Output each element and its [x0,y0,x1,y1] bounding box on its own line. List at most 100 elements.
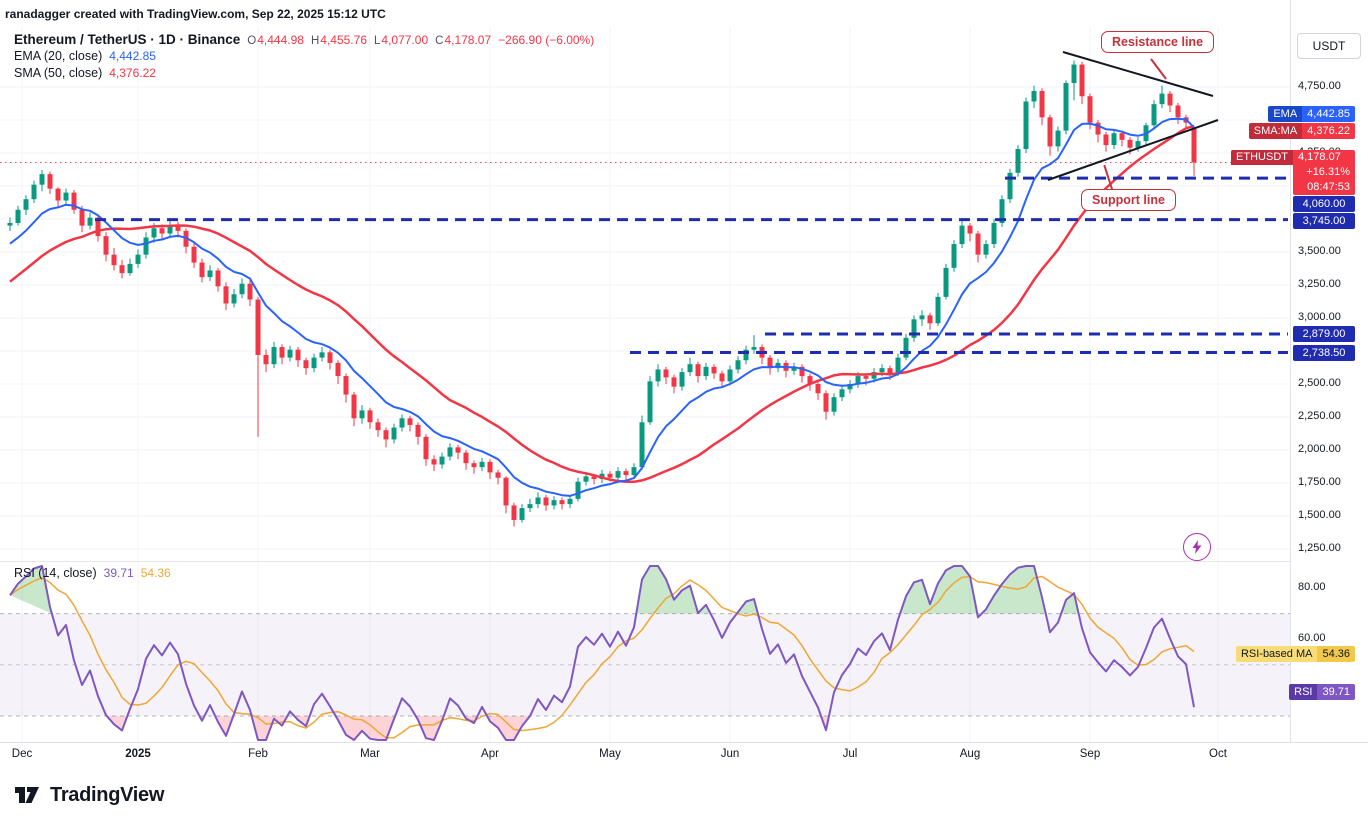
candle-body [1151,104,1157,126]
candle-body [711,366,717,374]
candle-body [791,366,797,371]
time-tick-label: Feb [248,748,268,760]
candle-body [111,254,117,266]
candle-body [495,472,501,478]
candle-body [527,504,533,509]
candle-body [343,376,349,395]
candle-body [255,299,261,355]
ema-20-line[interactable] [9,117,1195,497]
rsi-oversold-fill [215,716,234,736]
ema-legend-row[interactable]: EMA (20, close) 4,442.85 [14,49,594,66]
symbol-badge-change: +16.31% [1293,165,1355,180]
candle-body [927,315,933,324]
candle-body [1087,96,1093,123]
candle-body [1127,139,1133,148]
candle-body [551,500,557,506]
candle-body [287,349,293,358]
candle-body [143,237,149,255]
candle-body [95,217,101,237]
candle-body [215,270,221,287]
time-tick-label: Dec [11,748,33,760]
time-tick-label: Aug [959,748,981,760]
sma-50-line[interactable] [9,124,1195,484]
chart-canvas[interactable] [0,0,1290,742]
symbol-title[interactable]: Ethereum / TetherUS · 1D · Binance [14,32,241,47]
candle-body [967,225,973,234]
candle-body [375,422,381,431]
currency-toggle-button[interactable]: USDT [1297,33,1361,59]
candle-body [975,233,981,255]
ohlc-low: L 4,077.00 [374,33,428,47]
symbol-badge-value: 4,178.07 [1293,150,1355,165]
candle-body [887,368,893,374]
candle-body [871,372,877,379]
candle-body [1111,133,1117,146]
candle-body [919,315,925,320]
candle-body [671,377,677,387]
rsi-ma-line[interactable] [9,575,1195,739]
candle-body [407,418,413,425]
ohlc-open: O 4,444.98 [247,33,304,47]
quick-trade-button[interactable] [1183,533,1211,561]
candle-body [535,497,541,505]
rsi-band [0,613,1290,717]
support-line-callout[interactable]: Support line [1081,189,1176,211]
candle-body [1023,101,1029,150]
time-tick-label: Sep [1079,748,1101,760]
pane-separator[interactable] [0,561,1290,562]
support-trendline[interactable] [1047,119,1219,181]
candle-body [767,357,773,369]
candle-body [639,422,645,468]
rsi-ma-badge-value: 54.36 [1317,646,1355,662]
candle-body [319,352,325,358]
candle-body [615,471,621,478]
candle-body [695,364,701,377]
candle-body [1039,90,1045,118]
candle-body [1071,64,1077,84]
candle-body [959,225,965,245]
candle-body [423,436,429,460]
rsi-oversold-fill [335,716,396,740]
sma-legend-row[interactable]: SMA (50, close) 4,376.22 [14,66,594,83]
rsi-line[interactable] [9,565,1195,741]
price-tick-label: 2,250.00 [1298,410,1341,422]
candle-body [175,225,181,231]
candle-body [863,376,869,379]
candle-body [1191,127,1197,163]
rsi-legend[interactable]: RSI (14, close) 39.71 54.36 [14,566,171,583]
candle-body [431,459,437,465]
candle-body [335,362,341,377]
time-tick-label: May [599,748,621,760]
price-tick-label: 2,000.00 [1298,443,1341,455]
candle-body [63,192,69,201]
candle-body [103,236,109,255]
candle-body [799,366,805,377]
price-tick-label: 4,750.00 [1298,80,1341,92]
time-axis[interactable]: Dec 2025 Feb Mar Apr May Jun Jul Aug Sep Oct [0,742,1368,769]
low-key: L [374,35,381,47]
candle-body [263,354,269,365]
candle-body [351,394,357,419]
candle-body [679,372,685,387]
candle-body [1175,105,1181,118]
candle-body [999,199,1005,223]
close-value: 4,178.07 [444,33,492,47]
candle-body [847,384,853,390]
resistance-line-callout[interactable]: Resistance line [1101,31,1215,53]
candle-body [7,222,13,226]
tradingview-brand[interactable]: TradingView [12,780,164,810]
rsi-overbought-fill [981,566,1046,614]
resistance-trendline[interactable] [1062,51,1214,97]
candle-body [567,498,573,505]
candle-body [1047,117,1053,147]
candle-body [415,424,421,437]
candle-body [879,368,885,373]
level-badge-2879: 2,879.00 [1293,326,1355,342]
candle-body [583,476,589,482]
candle-body [295,349,301,361]
rsi-overbought-fill [636,566,711,614]
candle-body [687,364,693,373]
candle-body [119,265,125,274]
candle-body [935,296,941,324]
